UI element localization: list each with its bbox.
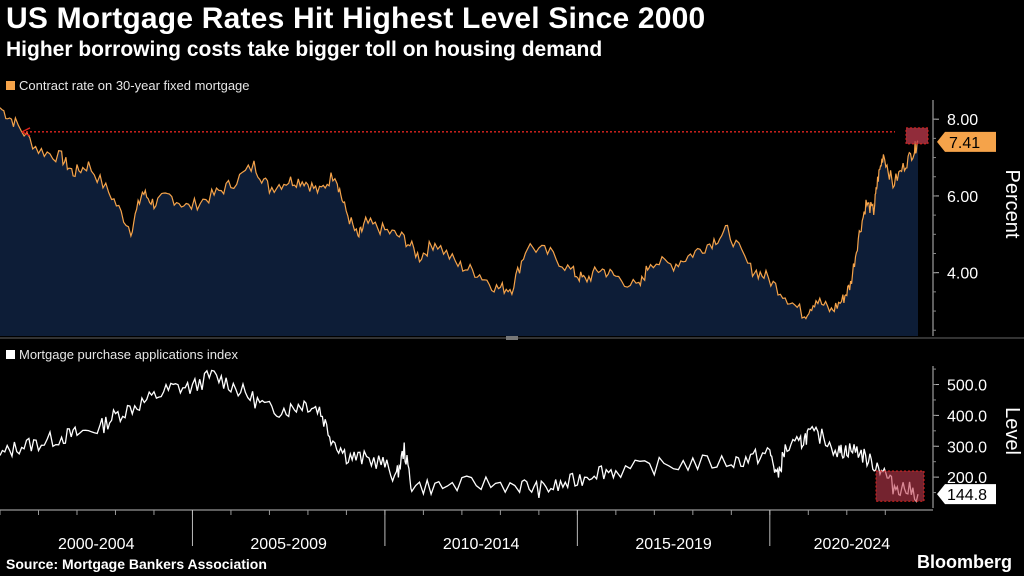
index-y-tick-label: 500.0 (947, 378, 987, 395)
latest-index-value: 144.8 (947, 487, 987, 504)
chart-subtitle: Higher borrowing costs take bigger toll … (6, 38, 603, 61)
bloomberg-logo: Bloomberg (916, 552, 1012, 572)
index-series-line (0, 369, 919, 503)
x-category-label: 2005-2009 (250, 536, 327, 553)
rate-y-tick-label: 6.00 (947, 189, 978, 206)
legend-index-swatch (6, 350, 15, 359)
index-y-tick-label: 200.0 (947, 470, 987, 487)
reference-arrowhead (21, 127, 31, 137)
x-category-label: 2000-2004 (58, 536, 135, 553)
latest-rate-value: 7.41 (949, 135, 980, 152)
index-y-axis-label: Level (1001, 407, 1023, 455)
legend-index: Mortgage purchase applications index (6, 347, 238, 362)
rate-y-tick-label: 4.00 (947, 266, 978, 283)
panel-resize-handle (506, 336, 518, 340)
latest-index-highlight (875, 470, 925, 502)
legend-index-label: Mortgage purchase applications index (19, 347, 238, 362)
legend-rate-label: Contract rate on 30-year fixed mortgage (19, 78, 250, 93)
latest-index-callout (937, 484, 996, 505)
rate-y-tick-label: 8.00 (947, 112, 978, 129)
chart-title: US Mortgage Rates Hit Highest Level Sinc… (6, 2, 706, 35)
x-category-label: 2020-2024 (814, 536, 891, 553)
latest-rate-highlight (905, 127, 929, 145)
x-category-label: 2010-2014 (443, 536, 520, 553)
index-y-tick-label: 300.0 (947, 439, 987, 456)
legend-rate: Contract rate on 30-year fixed mortgage (6, 78, 250, 93)
source-note: Source: Mortgage Bankers Association (6, 556, 267, 572)
rate-series-line (0, 107, 919, 320)
rate-y-axis-label: Percent (1001, 170, 1023, 239)
x-category-label: 2015-2019 (635, 536, 712, 553)
index-y-tick-label: 400.0 (947, 408, 987, 425)
rate-area-fill (0, 107, 918, 336)
legend-rate-swatch (6, 81, 15, 90)
latest-rate-callout (937, 131, 996, 152)
